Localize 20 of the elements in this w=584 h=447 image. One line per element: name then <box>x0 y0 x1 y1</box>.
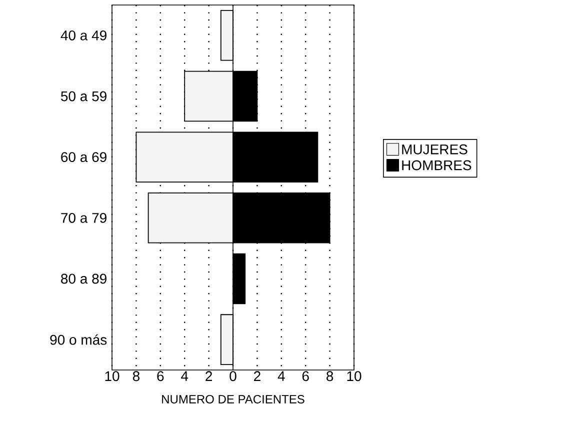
x-tick-label: 2 <box>254 371 260 381</box>
x-tick-label: 4 <box>278 371 285 381</box>
x-tick-label: 4 <box>181 371 188 381</box>
x-axis-title: NUMERO DE PACIENTES <box>162 394 304 404</box>
x-tick-label: 2 <box>206 371 212 381</box>
x-tick-label: 8 <box>132 371 140 382</box>
x-tick-label: 8 <box>326 371 334 382</box>
y-tick-label: 70 a 79 <box>61 212 106 223</box>
y-tick-label: 50 a 59 <box>60 91 106 102</box>
y-tick-label: 60 a 69 <box>61 152 106 162</box>
legend-label: MUJERES <box>402 144 468 154</box>
y-tick-label: 80 a 89 <box>61 274 106 284</box>
x-tick-label: 10 <box>347 371 362 382</box>
legend-label: HOMBRES <box>402 160 472 170</box>
y-tick-label: 40 a 49 <box>60 30 106 40</box>
x-tick-label: 6 <box>157 371 164 382</box>
y-tick-label: 90 o más <box>50 334 107 345</box>
x-tick-label: 6 <box>302 371 309 382</box>
x-tick-label: 10 <box>105 371 120 382</box>
x-tick-label: 0 <box>230 371 236 382</box>
